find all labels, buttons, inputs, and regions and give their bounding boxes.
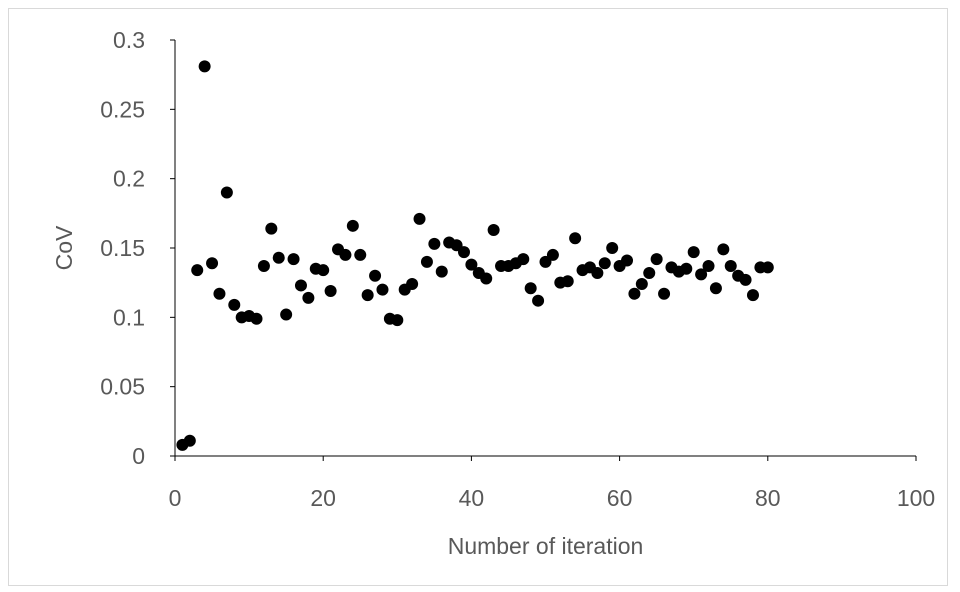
data-point <box>213 288 225 300</box>
data-point <box>740 274 752 286</box>
data-point <box>680 263 692 275</box>
data-point <box>725 260 737 272</box>
data-point <box>747 289 759 301</box>
data-point <box>376 284 388 296</box>
data-point <box>369 270 381 282</box>
data-point <box>651 253 663 265</box>
y-tick-label: 0.3 <box>113 27 145 53</box>
data-point <box>488 224 500 236</box>
data-point <box>228 299 240 311</box>
data-point <box>762 261 774 273</box>
data-point <box>606 242 618 254</box>
x-tick-label: 100 <box>897 485 935 511</box>
y-axis-title: CoV <box>51 225 77 270</box>
data-point <box>636 278 648 290</box>
data-point <box>339 249 351 261</box>
data-points <box>176 60 773 451</box>
y-tick-label: 0.1 <box>113 304 145 330</box>
data-point <box>325 285 337 297</box>
data-point <box>391 314 403 326</box>
data-point <box>354 249 366 261</box>
data-point <box>710 282 722 294</box>
data-point <box>717 243 729 255</box>
y-tick-label: 0.15 <box>100 235 145 261</box>
data-point <box>414 213 426 225</box>
data-point <box>295 279 307 291</box>
data-point <box>406 278 418 290</box>
data-point <box>591 267 603 279</box>
data-point <box>436 266 448 278</box>
data-point <box>288 253 300 265</box>
data-point <box>206 257 218 269</box>
data-point <box>428 238 440 250</box>
x-tick-label: 60 <box>607 485 633 511</box>
tick-labels: 0 0.05 0.1 0.15 0.2 0.25 0.3 0 20 40 60 80 100 <box>100 27 935 511</box>
data-point <box>517 253 529 265</box>
data-point <box>362 289 374 301</box>
data-point <box>317 264 329 276</box>
data-point <box>532 295 544 307</box>
data-point <box>569 232 581 244</box>
data-point <box>221 187 233 199</box>
data-point <box>280 309 292 321</box>
y-tick-label: 0.05 <box>100 374 145 400</box>
y-tick-label: 0 <box>132 443 145 469</box>
data-point <box>547 249 559 261</box>
data-point <box>458 246 470 258</box>
data-point <box>562 275 574 287</box>
data-point <box>184 435 196 447</box>
data-point <box>191 264 203 276</box>
x-tick-label: 0 <box>169 485 182 511</box>
data-point <box>643 267 655 279</box>
data-point <box>302 292 314 304</box>
data-point <box>265 223 277 235</box>
data-point <box>421 256 433 268</box>
data-point <box>480 273 492 285</box>
data-point <box>199 60 211 72</box>
data-point <box>347 220 359 232</box>
data-point <box>658 288 670 300</box>
data-point <box>688 246 700 258</box>
x-tick-label: 80 <box>755 485 781 511</box>
data-point <box>703 260 715 272</box>
y-tick-label: 0.25 <box>100 96 145 122</box>
data-point <box>525 282 537 294</box>
axes <box>170 40 916 461</box>
data-point <box>628 288 640 300</box>
x-tick-label: 20 <box>310 485 336 511</box>
data-point <box>621 254 633 266</box>
y-tick-label: 0.2 <box>113 166 145 192</box>
x-axis-title: Number of iteration <box>448 533 644 559</box>
data-point <box>258 260 270 272</box>
x-tick-label: 40 <box>459 485 485 511</box>
data-point <box>599 257 611 269</box>
data-point <box>273 252 285 264</box>
data-point <box>251 313 263 325</box>
